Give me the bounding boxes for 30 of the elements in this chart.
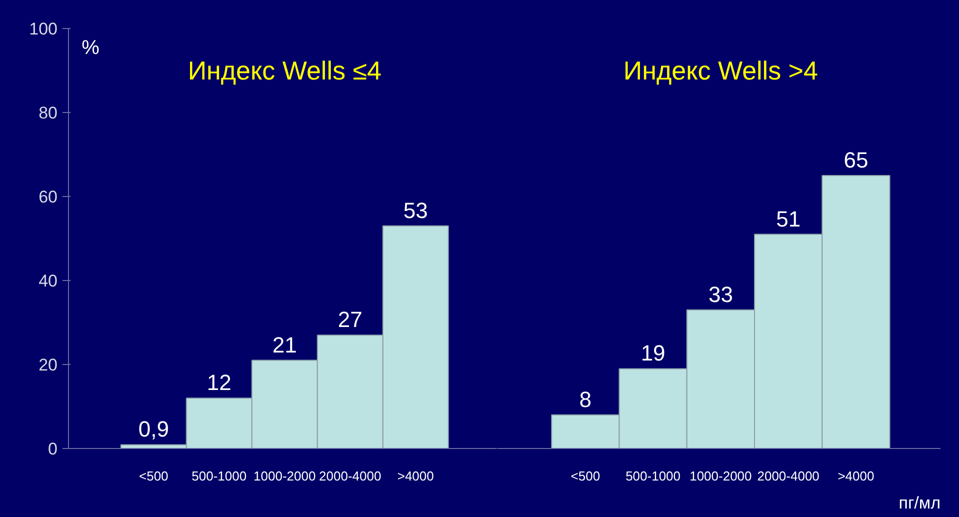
y-tick-label: 60 [38,188,58,206]
data-label: 27 [338,307,362,332]
x-tick-label: 2000-4000 [319,468,382,484]
data-label: 8 [579,386,592,412]
data-label: 21 [272,332,297,358]
text: Индекс Wells ≤4 [188,56,382,86]
data-label: 0,9 [138,416,169,442]
x-tick-label: 2000-4000 [757,468,820,484]
x-tick-label: 1000-2000 [254,468,316,484]
x-tick-label: >4000 [838,468,874,484]
y-tick-label: 40 [38,272,58,290]
x-tick-label: 500-1000 [626,468,681,484]
x-tick-label: 1000-2000 [690,468,752,484]
y-tick-label: 100 [29,20,58,38]
y-tick-label: 0 [48,440,58,458]
data-label: 12 [206,370,232,396]
data-label: 65 [844,148,868,172]
x-tick-label: <500 [139,468,168,484]
x-axis-title: пг/мл [898,494,941,512]
y-tick-label: 20 [38,356,58,374]
x-tick-label: 500-1000 [192,468,247,484]
data-label: 19 [640,340,666,366]
y-tick-label: 80 [38,104,58,122]
y-axis-title: % [82,36,100,59]
data-label: 33 [708,282,733,307]
x-tick-label: >4000 [397,468,434,484]
data-label: 51 [776,206,801,232]
x-tick-label: <500 [570,468,600,484]
data-label: 53 [403,198,428,223]
text: Индекс Wells >4 [623,56,818,86]
